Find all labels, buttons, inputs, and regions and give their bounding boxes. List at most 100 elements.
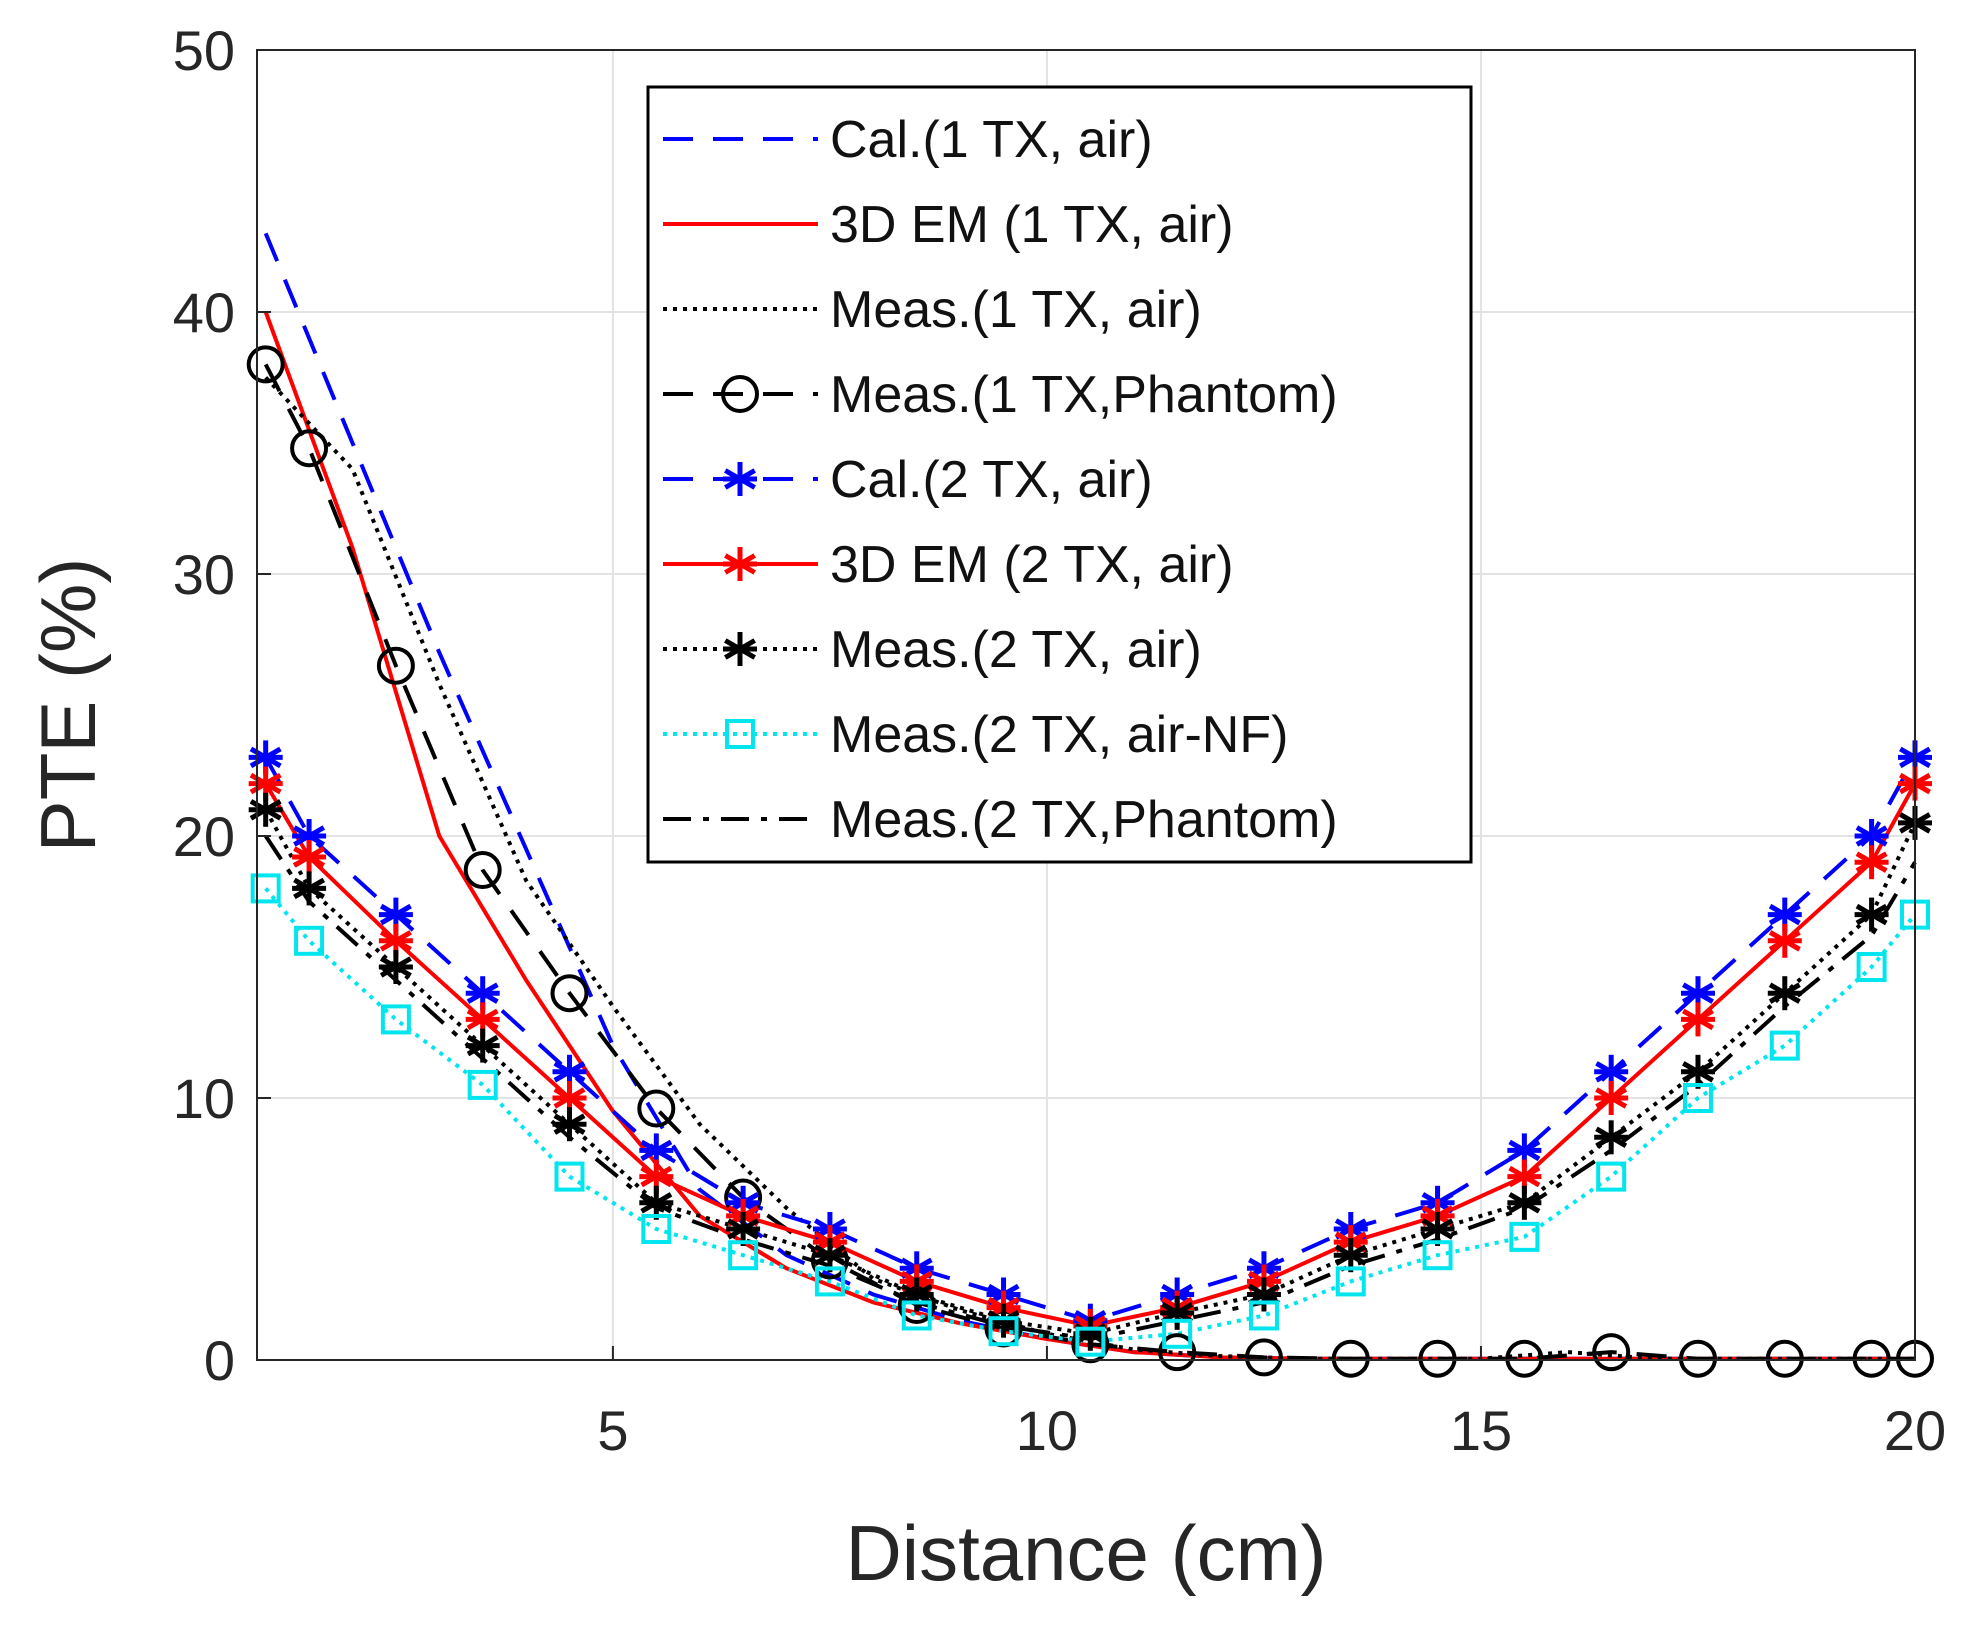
series-4-point — [1158, 1333, 1197, 1372]
series-6-point — [292, 839, 327, 874]
series-7-point — [1767, 976, 1802, 1011]
series-8-point — [1335, 1266, 1366, 1297]
series-7-point — [248, 792, 283, 827]
plot-frame — [256, 49, 1916, 1361]
series-7-point — [1246, 1277, 1281, 1312]
series-6-point — [552, 1081, 587, 1115]
legend-marker — [721, 375, 759, 413]
legend-entry: 3D EM (1 TX, air) — [663, 196, 1234, 254]
legend-marker — [723, 547, 757, 581]
legend-label: Meas.(1 TX, air) — [830, 281, 1202, 339]
series-7-point — [639, 1185, 674, 1220]
legend-entry: 3D EM (2 TX, air) — [663, 536, 1234, 594]
legend-entry: Meas.(2 TX, air) — [663, 621, 1202, 679]
series-7-point — [1854, 897, 1889, 932]
series-6-point — [248, 766, 283, 801]
legend-label: Meas.(2 TX, air-NF) — [830, 706, 1288, 764]
legend-marker — [723, 462, 757, 496]
legend-label: 3D EM (1 TX, air) — [830, 196, 1234, 254]
series-7-point — [726, 1212, 761, 1246]
series-7-point — [1160, 1295, 1195, 1330]
series-4-point — [1505, 1339, 1544, 1378]
series-8-point — [641, 1214, 672, 1244]
x-tick-label: 20 — [1884, 1399, 1946, 1462]
x-tick-label: 15 — [1450, 1399, 1512, 1462]
series-4-point — [463, 851, 502, 890]
series-8-point — [901, 1300, 932, 1331]
series-8-point — [1248, 1300, 1279, 1331]
legend-marker — [725, 719, 755, 749]
series-8-point — [814, 1266, 845, 1297]
series-8-point — [554, 1161, 585, 1192]
legend-entry: Meas.(2 TX, air-NF) — [663, 706, 1288, 764]
legend-label: Meas.(1 TX,Phantom) — [830, 366, 1338, 424]
series-8-point — [467, 1069, 498, 1100]
series-5-point — [1767, 897, 1802, 932]
series-8-point — [250, 873, 281, 904]
series-4-point — [1765, 1339, 1804, 1378]
series-4-point — [637, 1089, 676, 1128]
series-8-point — [1162, 1318, 1193, 1349]
series-7-point — [1594, 1120, 1629, 1155]
x-axis-title: Distance (cm) — [845, 1509, 1326, 1597]
legend-entry: Meas.(2 TX,Phantom) — [663, 791, 1338, 849]
series-4-point — [550, 974, 589, 1013]
series-7-point — [552, 1107, 587, 1142]
y-tick-label: 40 — [173, 281, 235, 344]
series-8-point — [1682, 1083, 1713, 1113]
series-8-point — [988, 1316, 1019, 1347]
axis-ticks: 5 10 15 20 0 10 20 30 40 50 — [173, 19, 1946, 1462]
series-7-point — [1507, 1185, 1542, 1220]
series-4-point — [1592, 1333, 1631, 1372]
legend-label: Cal.(1 TX, air) — [830, 111, 1153, 169]
y-tick-label: 10 — [173, 1067, 235, 1130]
series-6-point — [1854, 845, 1889, 880]
series-5-point — [552, 1054, 587, 1089]
series-8-point — [1596, 1161, 1627, 1192]
series-5-point — [292, 819, 327, 853]
series-6-point — [1767, 923, 1802, 958]
y-tick-label: 20 — [173, 805, 235, 868]
series-4-point — [1244, 1338, 1283, 1377]
series-6-point — [1680, 1002, 1715, 1037]
series-7-point — [465, 1028, 500, 1063]
legend-label: Meas.(2 TX,Phantom) — [830, 791, 1338, 849]
series-4-point — [1852, 1339, 1891, 1378]
legend-label: Meas.(2 TX, air) — [830, 621, 1202, 679]
series-7-point — [292, 871, 327, 906]
series-8-point — [1422, 1240, 1453, 1271]
x-tick-label: 10 — [1016, 1399, 1078, 1462]
legend-entry: Cal.(1 TX, air) — [663, 111, 1153, 169]
series-8-point — [294, 925, 325, 956]
series-6-point — [1594, 1081, 1629, 1115]
series-5-point — [1854, 819, 1889, 853]
legend-marker — [723, 632, 757, 666]
series-8-point — [1769, 1030, 1800, 1061]
y-tick-label: 0 — [204, 1329, 235, 1392]
series-4-point — [1331, 1339, 1370, 1378]
y-tick-label: 30 — [173, 543, 235, 606]
y-axis-title: PTE (%) — [24, 558, 112, 853]
legend-entry: Meas.(1 TX, air) — [663, 281, 1202, 339]
series-4-point — [1678, 1339, 1717, 1378]
legend: Cal.(1 TX, air) 3D EM (1 TX, air) Meas.(1 … — [646, 85, 1473, 864]
series-4-point — [1418, 1339, 1457, 1378]
series-markers — [246, 345, 1934, 1378]
series-8-point — [380, 1004, 411, 1035]
legend-label: 3D EM (2 TX, air) — [830, 536, 1234, 594]
series-7-point — [378, 950, 413, 984]
series-7-point — [899, 1277, 934, 1312]
legend-entry: Meas.(1 TX,Phantom) — [663, 366, 1338, 424]
y-tick-label: 50 — [173, 19, 235, 82]
series-8-point — [1075, 1326, 1106, 1357]
series-4-point — [376, 646, 415, 685]
legend-entry: Cal.(2 TX, air) — [663, 451, 1153, 509]
series-8-point — [1856, 952, 1887, 982]
series-4-point — [246, 345, 285, 384]
series-8-point — [1509, 1221, 1540, 1252]
legend-label: Cal.(2 TX, air) — [830, 451, 1153, 509]
x-tick-label: 5 — [597, 1399, 628, 1462]
series-4-point — [290, 429, 329, 468]
series-7-point — [1333, 1238, 1368, 1273]
